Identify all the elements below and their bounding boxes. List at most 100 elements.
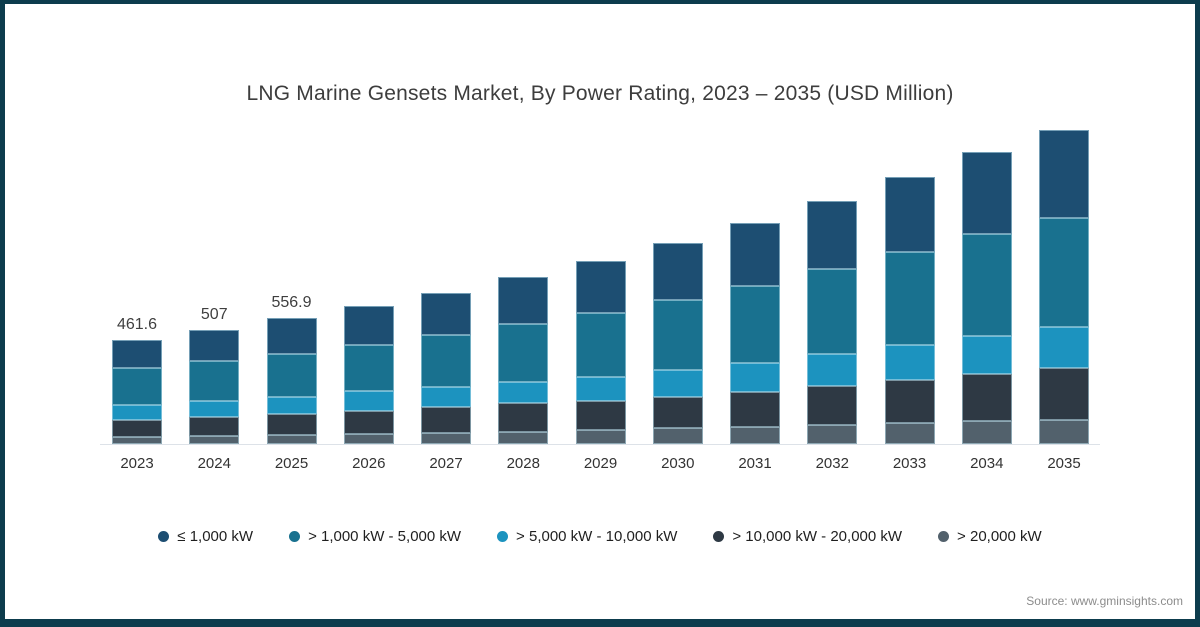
bar-segment	[730, 223, 780, 286]
x-tick-2033: 2033	[892, 455, 927, 472]
bar-segment	[961, 335, 1012, 375]
bar-segment	[575, 400, 626, 431]
x-tick-2026: 2026	[352, 455, 386, 472]
legend-item-0: ≤ 1,000 kW	[158, 528, 253, 545]
bar-segment	[730, 427, 780, 444]
legend-item-4: > 20,000 kW	[938, 528, 1042, 545]
bar-2027	[421, 292, 471, 444]
bar-segment	[421, 432, 471, 444]
bar-2023: 461.6	[112, 316, 162, 444]
bar-segment	[343, 345, 394, 392]
bar-segment	[421, 387, 471, 408]
bar-segment	[807, 424, 858, 444]
bar-segment	[652, 428, 703, 444]
plot-area: 461.6 507 556.9	[112, 124, 1089, 444]
bar-segment	[343, 434, 394, 444]
legend-item-1: > 1,000 kW - 5,000 kW	[289, 528, 461, 545]
legend-dot-icon	[497, 531, 509, 542]
bar-segment	[1039, 129, 1089, 219]
x-axis-labels: 2023 2024 2025 2026 2027 2028 2029 2030 2031 2032…	[112, 455, 1089, 472]
bar-segment	[343, 305, 394, 346]
bar-2028	[498, 276, 549, 444]
bar-segment	[266, 353, 317, 397]
bar-2034	[961, 152, 1012, 444]
bar-segment	[421, 292, 471, 336]
bar-2033	[884, 177, 935, 444]
x-tick-2030: 2030	[661, 455, 695, 472]
legend-dot-icon	[938, 531, 950, 542]
bar-segment	[266, 396, 317, 414]
bar-2032	[807, 200, 858, 444]
x-tick-2035: 2035	[1047, 455, 1081, 472]
legend-label: > 10,000 kW - 20,000 kW	[732, 528, 903, 545]
bar-segment	[652, 299, 703, 370]
x-axis-line	[100, 444, 1100, 445]
bar-segment	[730, 285, 780, 363]
bar-segment	[884, 380, 935, 423]
bar-2026	[343, 305, 394, 444]
bar-segment	[343, 410, 394, 435]
bar-segment	[884, 422, 935, 444]
bar-segment	[189, 361, 240, 402]
legend-item-2: > 5,000 kW - 10,000 kW	[497, 528, 677, 545]
source-credit: Source: www.gminsights.com	[1026, 594, 1183, 608]
legend-dot-icon	[158, 531, 170, 542]
legend-label: > 1,000 kW - 5,000 kW	[308, 528, 462, 545]
bar-segment	[807, 269, 858, 354]
bar-2031	[730, 223, 780, 444]
legend-dot-icon	[289, 531, 301, 542]
bar-segment	[266, 413, 317, 436]
bar-segment	[498, 431, 549, 444]
x-tick-2027: 2027	[429, 455, 463, 472]
legend-label: ≤ 1,000 kW	[177, 528, 254, 545]
bar-segment	[189, 329, 240, 362]
bar-segment	[961, 374, 1012, 421]
bar-segment	[884, 344, 935, 381]
bar-segment	[1039, 420, 1089, 444]
bar-segment	[961, 420, 1012, 444]
x-tick-2024: 2024	[197, 455, 231, 472]
bar-segment	[807, 385, 858, 425]
bar-segment	[1039, 368, 1089, 421]
bar-segment	[112, 404, 162, 420]
bar-value-label: 507	[200, 305, 228, 323]
bar-segment	[961, 234, 1012, 336]
bar-segment	[575, 430, 626, 444]
bar-segment	[807, 200, 858, 270]
bar-segment	[652, 369, 703, 397]
x-tick-2023: 2023	[120, 455, 154, 472]
x-tick-2034: 2034	[970, 455, 1004, 472]
x-tick-2028: 2028	[506, 455, 540, 472]
bar-segment	[343, 391, 394, 411]
bar-segment	[421, 335, 471, 388]
bar-segment	[112, 339, 162, 369]
bar-segment	[189, 435, 240, 444]
chart-title: LNG Marine Gensets Market, By Power Rati…	[246, 82, 954, 105]
bar-2035	[1039, 129, 1089, 444]
bar-segment	[652, 242, 703, 300]
legend: ≤ 1,000 kW > 1,000 kW - 5,000 kW > 5,000 k…	[5, 528, 1195, 545]
x-tick-2029: 2029	[583, 455, 618, 472]
legend-label: > 5,000 kW - 10,000 kW	[516, 528, 678, 545]
legend-label: > 20,000 kW	[957, 528, 1042, 545]
bar-segment	[498, 403, 549, 432]
bar-segment	[730, 391, 780, 428]
legend-dot-icon	[713, 531, 725, 542]
bar-segment	[961, 152, 1012, 235]
bar-segment	[421, 407, 471, 433]
bar-2024: 507	[189, 306, 240, 444]
bar-2030	[652, 242, 703, 444]
bar-segment	[189, 401, 240, 417]
bar-segment	[1039, 326, 1089, 369]
bar-segment	[498, 324, 549, 382]
bar-segment	[112, 436, 162, 444]
bar-value-label: 461.6	[116, 315, 158, 333]
bar-2025: 556.9	[266, 294, 317, 444]
bar-segment	[498, 381, 549, 404]
bar-segment	[575, 376, 626, 401]
bar-segment	[1039, 218, 1089, 327]
x-tick-2025: 2025	[274, 455, 309, 472]
x-tick-2031: 2031	[738, 455, 772, 472]
bar-segment	[189, 416, 240, 436]
